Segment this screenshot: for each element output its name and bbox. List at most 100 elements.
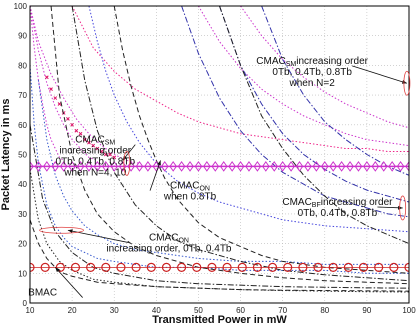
data-point — [192, 262, 202, 272]
annotation-line: CMACSMincreasing order — [256, 56, 368, 68]
data-point — [68, 161, 76, 172]
data-point — [177, 262, 187, 272]
data-point — [82, 137, 87, 142]
y-axis-label: Packet Latency in ms — [0, 99, 12, 211]
series-line — [71, 6, 409, 153]
data-point — [343, 262, 353, 272]
annotation-text: increasing order — [321, 197, 393, 208]
y-tick-label: 40 — [18, 180, 27, 189]
series-18 — [71, 6, 409, 282]
data-point — [51, 161, 60, 172]
annotation-text: CMAC — [282, 197, 311, 208]
arrow-head — [401, 79, 407, 84]
data-point — [146, 262, 156, 272]
series-line — [219, 6, 409, 203]
data-point — [101, 262, 111, 272]
series-line — [30, 65, 409, 274]
data-point — [177, 161, 186, 172]
annotation-line: 0Tb, 0.4Tb, 0.8Tb — [272, 67, 352, 78]
series-0 — [240, 6, 409, 129]
x-tick-label: 80 — [320, 306, 329, 315]
series-line — [71, 6, 409, 282]
data-point — [328, 262, 338, 272]
x-tick-label: 90 — [362, 306, 371, 315]
annotation-text: CMAC — [149, 233, 178, 244]
data-point — [43, 161, 51, 172]
data-point — [346, 161, 354, 172]
data-point — [287, 161, 295, 172]
data-point — [358, 262, 369, 272]
data-point — [194, 161, 203, 172]
highlight-ellipse — [123, 151, 131, 176]
series-line — [30, 169, 409, 293]
data-point — [253, 161, 262, 172]
data-point — [313, 262, 323, 272]
data-point — [186, 161, 194, 172]
ticks: 10 20 30 40 50 60 70 80 90 1000102030405060708090… — [14, 2, 417, 315]
data-point — [237, 262, 247, 272]
x-tick-label: 50 — [194, 306, 203, 315]
data-point — [74, 128, 79, 133]
annotation-text: 0Tb, 0.4Tb, 0.8Tb — [56, 157, 136, 168]
annotation-subscript: ON — [199, 186, 210, 193]
highlight-ellipse — [399, 195, 407, 221]
data-point — [404, 262, 409, 272]
data-point — [70, 122, 74, 127]
series-4 — [30, 6, 98, 161]
y-tick-label: 80 — [18, 61, 27, 70]
data-point — [116, 262, 126, 272]
y-tick-label: 30 — [18, 210, 27, 219]
data-point — [211, 161, 220, 172]
data-point — [44, 75, 49, 80]
data-point — [57, 102, 62, 106]
series-7 — [261, 6, 409, 176]
annotation-text: BMAC — [28, 288, 57, 299]
annotation-line: CMACBFincreasing order — [282, 197, 393, 209]
data-point — [379, 161, 388, 172]
data-point — [127, 161, 135, 172]
highlight-ellipse — [39, 226, 84, 234]
data-point — [152, 161, 161, 172]
data-point — [329, 161, 338, 172]
data-point — [252, 262, 262, 272]
data-point — [207, 262, 217, 272]
y-tick-label: 70 — [18, 91, 27, 100]
annotation-text: increasing order — [296, 56, 368, 67]
data-point — [86, 262, 96, 272]
data-point — [236, 161, 245, 172]
data-point — [363, 161, 371, 172]
data-point — [388, 161, 396, 172]
annotation-line: 0Tb, 0.4Tb, 0.8Tb — [298, 208, 378, 219]
series-group — [30, 6, 409, 293]
annotation-text: when N=4, 10 — [63, 168, 126, 179]
series-17 — [50, 6, 409, 285]
annotation-line: CMACSM — [75, 135, 115, 147]
data-point — [219, 161, 228, 172]
plot-frame — [29, 5, 410, 304]
x-tick-label: 20 — [68, 306, 77, 315]
series-line — [181, 6, 409, 218]
data-point — [169, 161, 177, 172]
data-point — [85, 161, 93, 172]
data-point — [405, 161, 409, 172]
data-point — [91, 143, 96, 148]
annotation-text: 0Tb, 0.4Tb, 0.8Tb — [298, 208, 378, 219]
data-point — [262, 161, 270, 172]
data-point — [30, 262, 35, 272]
series-line — [240, 6, 409, 129]
annotation-text: CMAC — [256, 56, 285, 67]
annotation-line: increasing order — [59, 146, 131, 157]
data-point — [278, 161, 287, 172]
series-line — [261, 6, 409, 176]
series-1 — [198, 6, 409, 147]
data-point — [371, 161, 380, 172]
series-line — [50, 6, 409, 285]
data-point — [270, 161, 279, 172]
data-point — [108, 152, 112, 157]
series-21 — [30, 161, 409, 172]
data-point — [131, 262, 141, 272]
